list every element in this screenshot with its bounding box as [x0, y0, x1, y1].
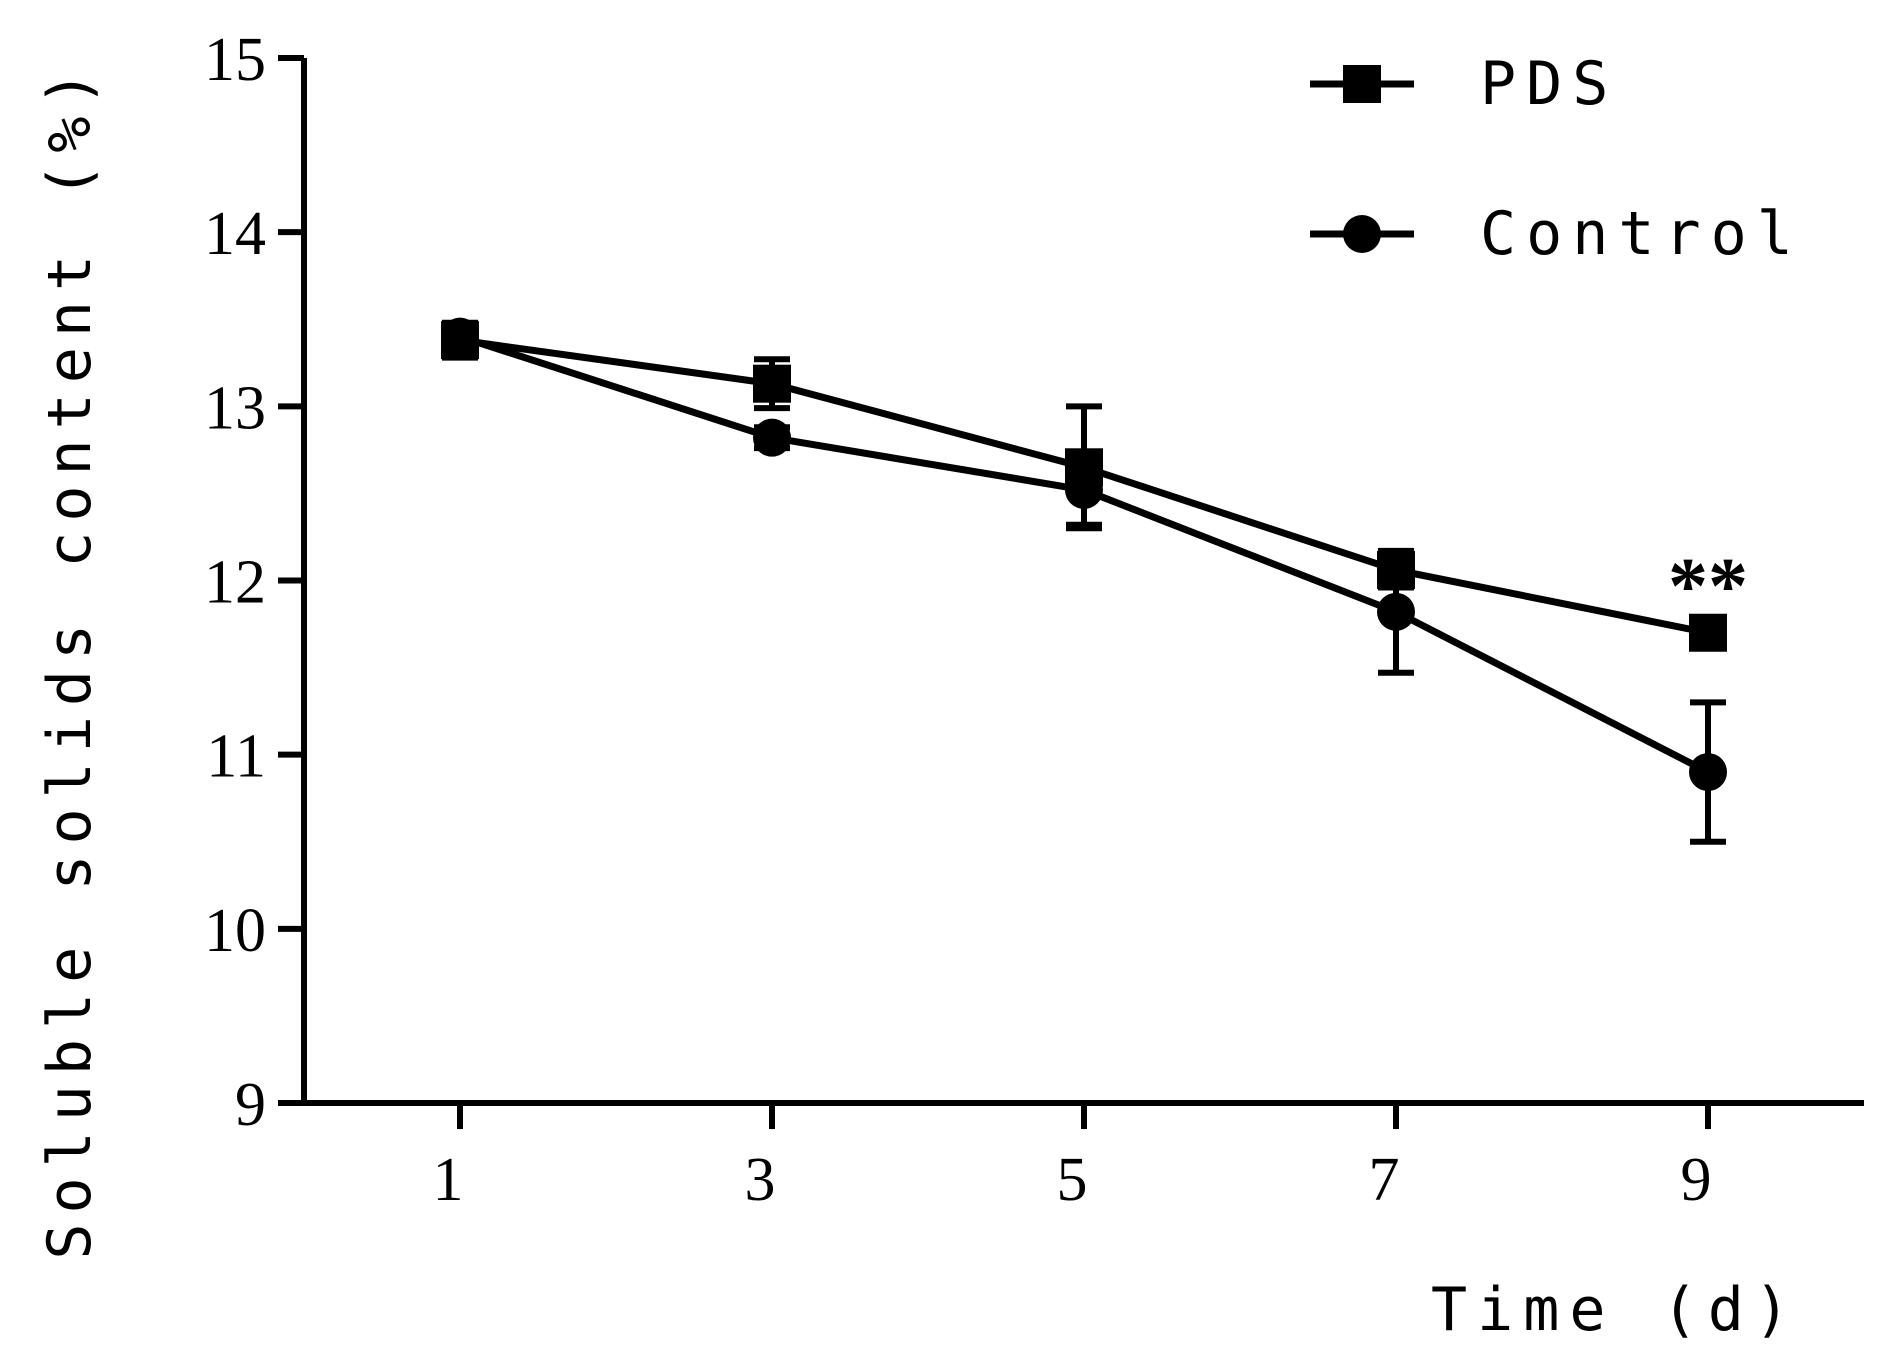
y-tick-label: 9: [235, 1071, 266, 1139]
data-point-circle: [1065, 470, 1103, 509]
x-tick-label: 3: [745, 1146, 776, 1214]
annotation-layer: **: [1668, 543, 1748, 631]
x-ticks: 1 3 5 7 9: [433, 1103, 1712, 1214]
x-axis-title: Time (d): [1431, 1275, 1800, 1345]
series-line: [458, 333, 1710, 776]
data-point-circle: [441, 317, 479, 356]
x-tick-label: 5: [1057, 1146, 1088, 1214]
y-tick-label: 10: [204, 897, 266, 965]
y-tick-label: 15: [204, 26, 266, 94]
legend-marker-circle: [1343, 215, 1381, 253]
x-tick-label: 9: [1681, 1146, 1712, 1214]
legend-marker-square: [1343, 65, 1381, 103]
series-control: [441, 317, 1727, 845]
legend: PDS Control: [1310, 49, 1803, 269]
y-ticks: 9 10 11 12 13 14 15: [204, 26, 304, 1139]
x-tick-label: 1: [433, 1146, 464, 1214]
y-tick-label: 13: [204, 374, 266, 442]
y-tick-label: 14: [204, 200, 266, 268]
data-point-circle: [1689, 753, 1727, 792]
legend-label: Control: [1480, 199, 1803, 269]
data-point-circle: [753, 418, 791, 457]
series-layer: [441, 317, 1727, 845]
legend-item-control: Control: [1310, 199, 1803, 269]
significance-annotation: **: [1668, 543, 1748, 631]
x-tick-label: 7: [1369, 1146, 1400, 1214]
data-point-square: [1689, 613, 1727, 652]
legend-item-pds: PDS: [1310, 49, 1618, 119]
y-axis-title: Soluble solids content (%): [35, 60, 105, 1259]
y-tick-label: 11: [206, 723, 266, 791]
y-tick-label: 12: [204, 549, 266, 617]
data-point-circle: [1377, 592, 1415, 631]
data-point-square: [753, 364, 791, 403]
legend-label: PDS: [1480, 49, 1618, 119]
